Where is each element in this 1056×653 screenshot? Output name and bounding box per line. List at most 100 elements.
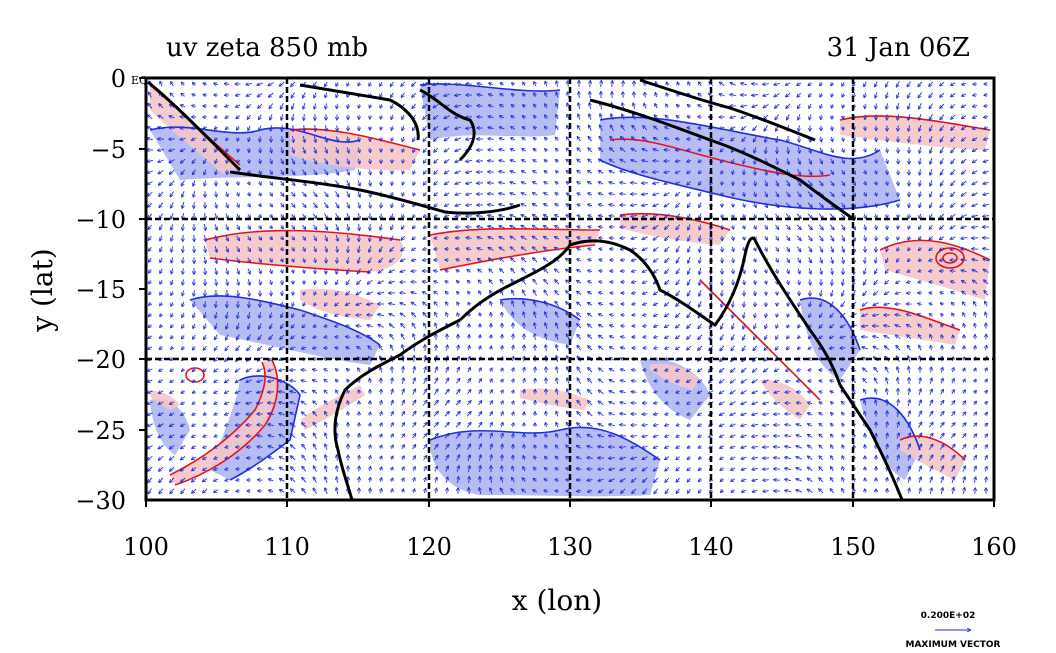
wind-vector [653,161,659,162]
wind-vector [984,138,989,139]
wind-vector [215,158,216,163]
wind-vector [194,202,195,208]
wind-vector [809,103,811,108]
wind-vector [941,147,944,152]
wind-vector [744,279,745,284]
wind-vector [181,117,186,118]
wind-vector [545,149,547,151]
wind-vector [478,83,483,84]
wind-vector [401,81,406,86]
wind-vector [513,456,514,461]
wind-vector [961,260,967,261]
wind-vector [523,105,525,107]
wind-vector [898,114,899,120]
wind-vector [147,138,154,139]
wind-vector [567,126,569,131]
wind-vector [665,138,670,140]
vector-scale-label: MAXIMUM VECTOR [905,640,1000,650]
wind-vector [665,127,670,129]
wind-vector [434,158,439,163]
wind-vector [281,147,282,152]
wind-vector [677,94,679,97]
wind-vector [851,337,857,338]
wind-vector [798,114,800,120]
wind-vector [775,93,780,97]
wind-vector [918,282,922,283]
wind-vector [908,114,910,120]
wind-vector [281,114,283,120]
wind-vector [359,223,360,230]
wind-vector [546,412,547,417]
wind-vector [347,158,349,164]
wind-vector [236,436,241,437]
wind-vector [742,125,747,130]
wind-vector [809,93,812,96]
wind-vector [381,115,382,118]
wind-vector [260,158,261,163]
wind-vector [666,93,667,97]
wind-vector [909,125,910,131]
y-tick-label: 0 [111,65,126,93]
wind-vector [192,148,197,151]
wind-vector [348,136,349,142]
wind-vector [752,105,758,107]
wind-vector [359,136,360,141]
wind-vector [774,83,780,84]
wind-vector [984,128,989,129]
wind-vector [456,227,461,228]
wind-vector [324,158,328,163]
wind-vector [929,92,934,98]
wind-vector [511,138,516,140]
wind-vector [204,158,206,163]
wind-vector [181,94,185,97]
wind-vector [741,115,747,118]
wind-vector [488,150,494,151]
wind-vector [257,83,263,85]
wind-vector [533,160,537,162]
x-tick-label: 120 [406,533,452,561]
wind-vector [666,116,669,119]
wind-vector [897,103,899,109]
wind-vector [348,103,349,108]
wind-vector [799,125,800,130]
wind-vector [523,83,525,86]
wind-vector [655,93,656,98]
wind-vector [203,127,207,129]
wind-vector [444,126,450,130]
wind-vector [434,147,439,152]
wind-vector [238,148,239,151]
wind-vector [271,301,272,307]
wind-vector [423,260,428,261]
wind-vector [480,313,481,317]
wind-vector [370,158,371,163]
wind-vector [325,147,327,152]
wind-vector [843,104,844,107]
wind-vector [962,115,967,119]
wind-vector [730,94,736,95]
wind-vector [578,137,581,142]
wind-vector [511,127,516,129]
wind-vector [831,147,833,152]
wind-vector [524,445,525,449]
wind-vector [887,203,888,207]
wind-vector [433,93,439,97]
wind-vector [215,148,217,151]
wind-vector [445,137,450,140]
wind-vector [236,105,241,107]
wind-vector [632,137,637,142]
wind-vector [238,290,239,296]
wind-vector [621,137,626,142]
wind-vector [423,136,427,141]
wind-vector [302,370,307,371]
wind-vector [865,257,866,263]
wind-vector [402,125,404,130]
wind-vector [488,128,494,129]
wind-vector [589,103,590,109]
wind-vector [786,83,791,85]
wind-vector [500,116,505,118]
wind-vector [192,94,196,96]
wind-vector [489,105,494,107]
x-axis-label: x (lon) [512,584,602,617]
wind-vector [774,458,781,459]
